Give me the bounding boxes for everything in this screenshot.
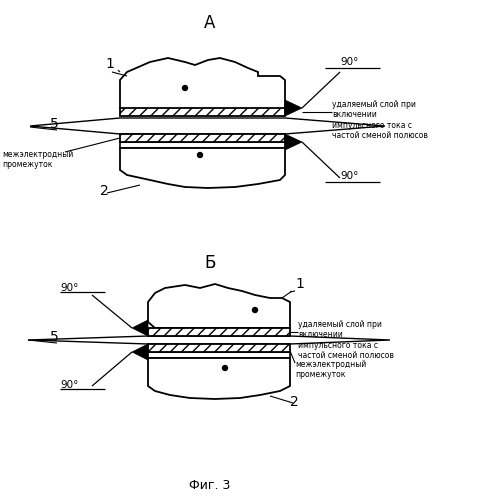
Polygon shape <box>28 336 390 344</box>
Polygon shape <box>148 358 290 399</box>
Text: 5: 5 <box>50 117 59 131</box>
Text: удаляемый слой при
включении
импульсного тока с
частой сменой полюсов: удаляемый слой при включении импульсного… <box>298 320 394 360</box>
Polygon shape <box>148 284 290 328</box>
Polygon shape <box>120 148 285 188</box>
Polygon shape <box>148 344 290 352</box>
Circle shape <box>197 152 202 158</box>
Text: 90°: 90° <box>340 57 358 67</box>
Text: 90°: 90° <box>340 171 358 181</box>
Polygon shape <box>132 344 148 360</box>
Polygon shape <box>30 118 385 134</box>
Polygon shape <box>120 142 285 148</box>
Text: Фиг. 3: Фиг. 3 <box>189 479 231 492</box>
Circle shape <box>223 366 227 370</box>
Polygon shape <box>120 108 285 116</box>
Text: удаляемый слой при
включении
импульсного тока с
частой сменой полюсов: удаляемый слой при включении импульсного… <box>332 100 428 140</box>
Text: межэлектродный
промежуток: межэлектродный промежуток <box>295 360 366 380</box>
Text: 90°: 90° <box>60 380 78 390</box>
Polygon shape <box>120 58 285 112</box>
Text: межэлектродный
промежуток: межэлектродный промежуток <box>2 150 73 170</box>
Text: 2: 2 <box>290 395 299 409</box>
Text: 1: 1 <box>105 57 114 71</box>
Polygon shape <box>132 320 148 336</box>
Text: А: А <box>204 14 216 32</box>
Text: 90°: 90° <box>60 283 78 293</box>
Polygon shape <box>148 328 290 336</box>
Polygon shape <box>120 134 285 142</box>
Polygon shape <box>148 352 290 358</box>
Circle shape <box>253 308 257 312</box>
Circle shape <box>182 86 187 90</box>
Text: 1: 1 <box>295 277 304 291</box>
Text: 5: 5 <box>50 330 59 344</box>
Text: Б: Б <box>204 254 216 272</box>
Polygon shape <box>285 100 302 116</box>
Text: 2: 2 <box>100 184 109 198</box>
Polygon shape <box>285 134 302 150</box>
